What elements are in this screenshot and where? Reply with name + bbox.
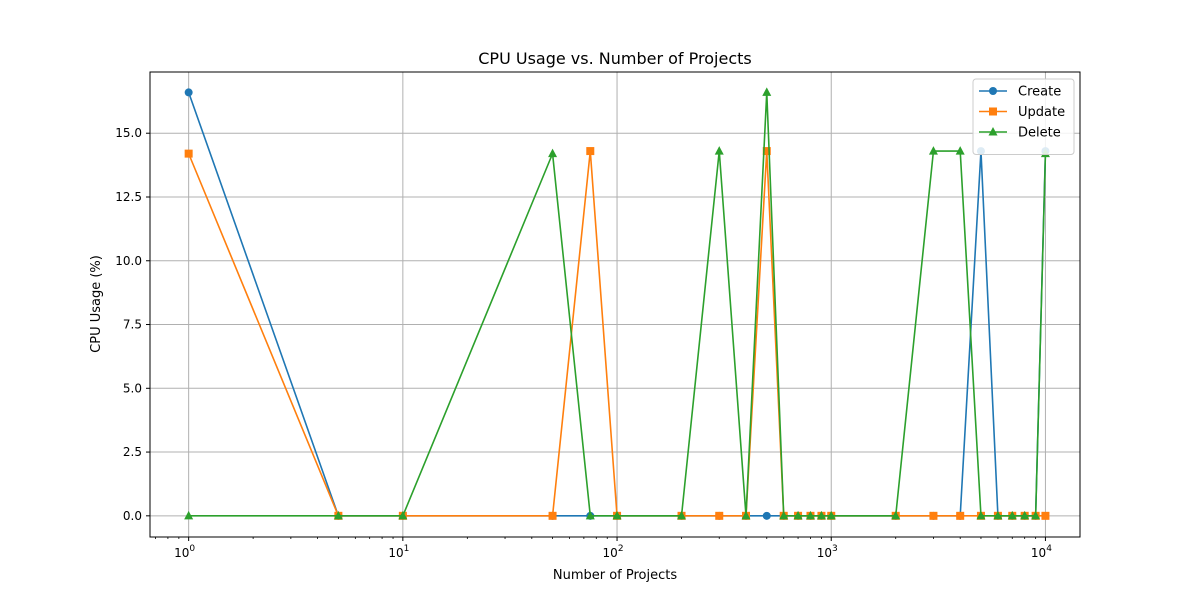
- data-point-delete: [677, 510, 687, 520]
- data-point-delete: [741, 510, 751, 520]
- data-point-delete: [333, 510, 343, 520]
- x-tick-exponent: 3: [832, 544, 838, 554]
- legend-marker-delete: [988, 127, 998, 136]
- legend-marker-update: [989, 107, 997, 116]
- y-axis-label: CPU Usage (%): [89, 255, 104, 353]
- plot-frame: [149, 71, 1081, 538]
- legend-label-create: Create: [1018, 85, 1061, 100]
- legend: Create Update Delete: [972, 78, 1075, 155]
- data-point-delete: [1007, 510, 1017, 520]
- data-point-delete: [928, 146, 938, 155]
- data-point-delete: [993, 510, 1003, 520]
- x-tick-base: 10: [1031, 546, 1046, 560]
- x-tick-label: 101: [388, 544, 409, 560]
- x-tick-base: 10: [388, 546, 403, 560]
- data-point-delete: [891, 510, 901, 520]
- data-point-delete: [955, 146, 965, 155]
- data-point-delete: [762, 87, 772, 96]
- y-axis: 0.0 2.5 5.0 7.5 10.0 12.5 15.0: [115, 126, 150, 523]
- x-tick-base: 10: [603, 546, 618, 560]
- chart-title: CPU Usage vs. Number of Projects: [478, 49, 751, 68]
- data-point-delete: [1020, 510, 1030, 520]
- x-tick-exponent: 2: [618, 544, 624, 554]
- x-axis-label: Number of Projects: [553, 568, 677, 583]
- data-point-delete: [1031, 510, 1041, 520]
- x-tick-exponent: 4: [1046, 544, 1052, 554]
- x-tick-exponent: 1: [404, 544, 410, 554]
- data-point-update: [929, 511, 938, 520]
- data-point-delete: [976, 510, 986, 520]
- data-point-update: [715, 511, 724, 520]
- series-delete: [184, 87, 1050, 520]
- data-point-create: [184, 88, 193, 97]
- data-point-delete: [184, 510, 194, 520]
- data-point-delete: [585, 510, 595, 520]
- data-point-update: [956, 511, 965, 520]
- x-tick-label: 103: [817, 544, 838, 560]
- data-point-delete: [793, 510, 803, 520]
- data-point-delete: [779, 510, 789, 520]
- data-point-delete: [612, 510, 622, 520]
- data-point-delete: [714, 146, 724, 155]
- x-tick-exponent: 0: [189, 544, 195, 554]
- data-point-delete: [816, 510, 826, 520]
- legend-label-update: Update: [1018, 105, 1065, 120]
- y-tick-label: 5.0: [123, 381, 142, 395]
- x-tick-label: 102: [603, 544, 624, 560]
- data-point-update: [1041, 511, 1050, 520]
- y-tick-label: 0.0: [123, 509, 142, 523]
- y-tick-label: 12.5: [115, 190, 142, 204]
- data-point-delete: [805, 510, 815, 520]
- data-point-delete: [826, 510, 836, 520]
- x-tick-label: 104: [1031, 544, 1052, 560]
- legend-box: [972, 78, 1075, 155]
- y-tick-label: 2.5: [123, 445, 142, 459]
- x-tick-base: 10: [817, 546, 832, 560]
- legend-label-delete: Delete: [1018, 126, 1061, 141]
- y-tick-label: 15.0: [115, 126, 142, 140]
- data-point-delete: [398, 510, 408, 520]
- series-layer: [184, 87, 1050, 520]
- legend-marker-create: [989, 87, 997, 95]
- x-tick-base: 10: [174, 546, 189, 560]
- x-axis: 100 101 102 103 104: [155, 537, 1052, 560]
- data-point-update: [586, 147, 595, 156]
- y-tick-label: 10.0: [115, 254, 142, 268]
- data-point-update: [184, 149, 193, 158]
- x-tick-label: 100: [174, 544, 195, 560]
- data-point-delete: [548, 148, 558, 158]
- data-point-update: [762, 147, 771, 156]
- data-point-create: [762, 511, 771, 520]
- grid-lines: [150, 72, 1080, 537]
- data-point-update: [548, 511, 557, 520]
- y-tick-label: 7.5: [123, 318, 142, 332]
